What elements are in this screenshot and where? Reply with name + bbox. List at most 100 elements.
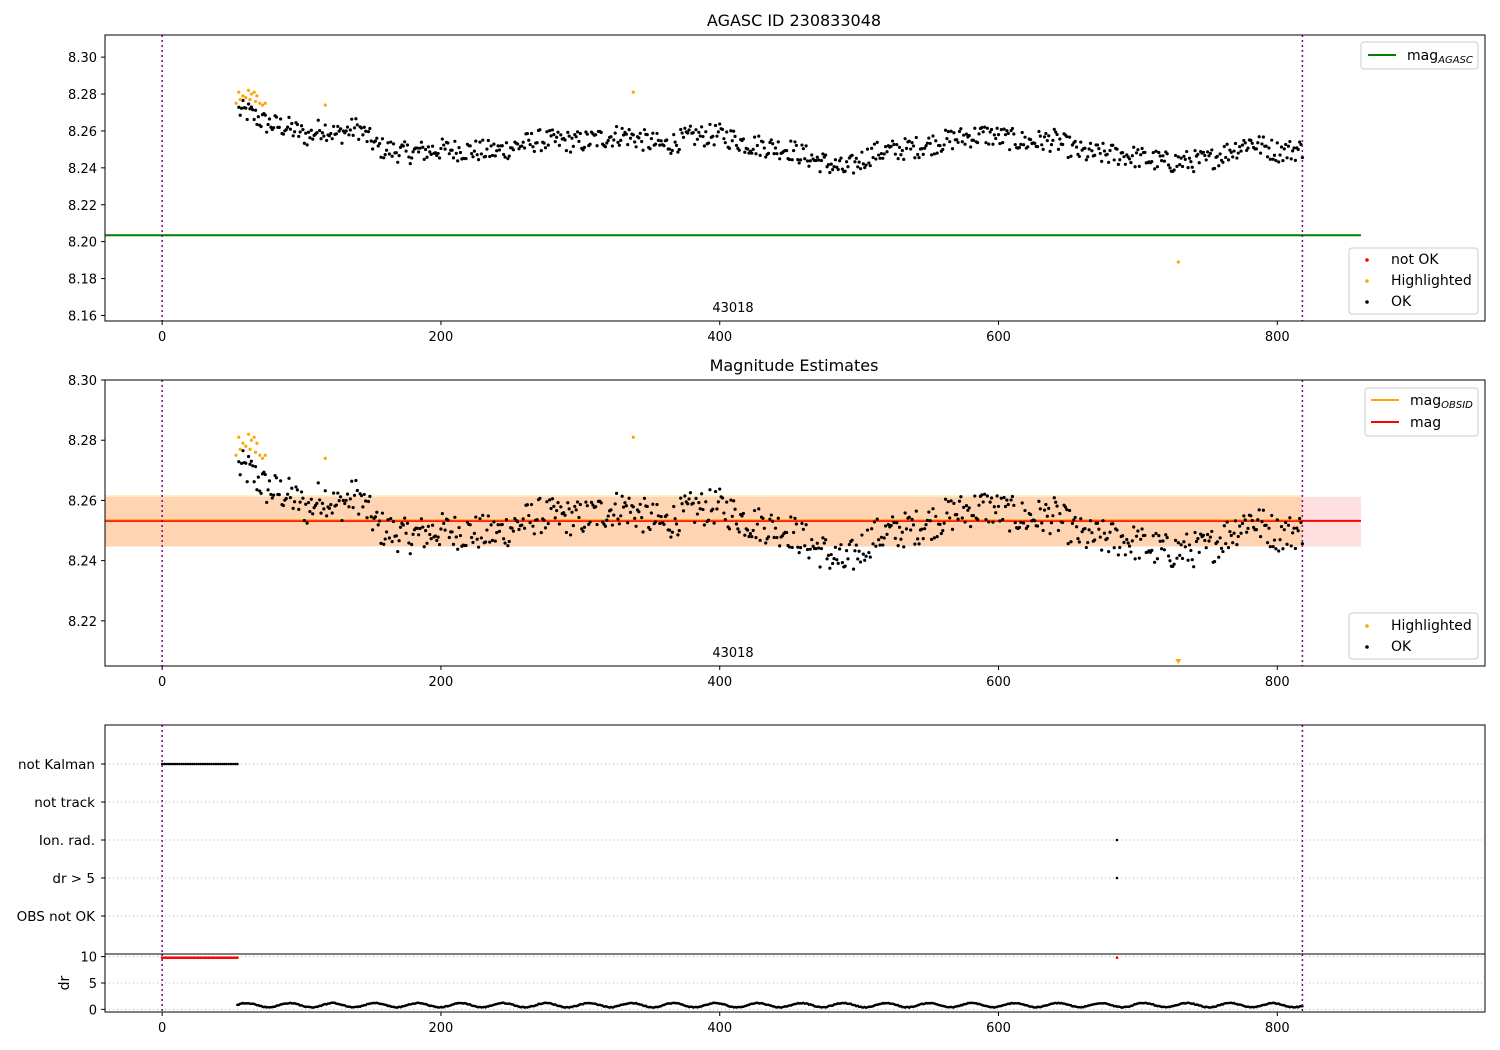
ok-point	[985, 126, 989, 130]
ok-point	[1278, 153, 1282, 157]
ok-point	[315, 501, 319, 505]
flag-point	[178, 762, 181, 766]
ok-point	[517, 527, 521, 532]
ok-point	[1139, 537, 1143, 541]
ok-point	[332, 124, 336, 129]
ok-point	[1137, 556, 1141, 560]
ok-point	[856, 165, 860, 169]
ok-point	[634, 145, 638, 149]
ok-point	[599, 130, 603, 135]
ok-point	[656, 514, 660, 518]
ok-point	[327, 134, 332, 138]
ok-point	[436, 535, 440, 539]
ok-point	[935, 151, 939, 155]
ok-point	[729, 498, 733, 502]
highlighted-point	[248, 97, 252, 102]
ok-point	[928, 519, 932, 523]
ok-point	[683, 126, 687, 130]
ok-point	[633, 140, 637, 144]
ok-point	[394, 534, 398, 538]
ok-point	[1222, 144, 1226, 149]
ok-point	[1272, 538, 1277, 542]
ok-point	[589, 500, 594, 504]
ok-point	[798, 158, 803, 162]
ok-point	[489, 523, 493, 527]
ok-point	[386, 518, 390, 522]
legend-ok-label: OK	[1391, 294, 1412, 310]
ok-point	[1026, 145, 1030, 149]
ok-point	[952, 501, 956, 505]
ok-point	[1068, 135, 1072, 139]
ok-point	[610, 144, 614, 148]
panel4-ytick-label: 0	[89, 1003, 97, 1018]
dr-flagged-point	[228, 956, 232, 959]
ok-point	[881, 156, 885, 160]
ok-point	[1129, 550, 1133, 554]
ok-point	[1095, 143, 1100, 147]
ok-point	[1193, 530, 1197, 535]
ok-point	[1105, 152, 1109, 156]
ok-point	[764, 541, 768, 545]
panel2-ytick-label: 8.24	[68, 555, 97, 570]
ok-point	[836, 561, 840, 565]
flag-point	[221, 762, 224, 766]
ok-point	[404, 531, 408, 535]
ok-point	[327, 506, 332, 510]
ok-point	[949, 499, 953, 503]
dr-flagged-point	[176, 956, 179, 959]
ok-point	[279, 117, 283, 121]
ok-point	[694, 496, 698, 500]
ok-point	[850, 538, 854, 542]
ok-point	[917, 542, 921, 546]
ok-point	[934, 139, 938, 143]
ok-point	[309, 497, 313, 501]
ok-point	[272, 126, 276, 130]
ok-point	[1165, 536, 1169, 540]
ok-point	[309, 128, 313, 132]
ok-point	[658, 521, 662, 526]
ok-point	[1212, 559, 1217, 564]
ok-point	[1093, 153, 1097, 157]
ok-point	[291, 506, 295, 510]
ok-point	[302, 518, 306, 523]
ok-point	[306, 500, 311, 505]
ok-point	[1185, 532, 1189, 536]
ok-point	[347, 505, 351, 509]
ok-point	[895, 143, 899, 147]
flag-point	[190, 762, 194, 766]
flag-point	[160, 762, 164, 766]
ok-point	[366, 499, 371, 504]
ok-point	[807, 164, 811, 168]
ok-point	[252, 117, 256, 122]
panel2-ytick-label: 8.22	[68, 615, 97, 630]
ok-point	[394, 151, 398, 155]
ok-point	[920, 527, 924, 531]
ok-point	[861, 162, 865, 166]
ok-point	[977, 503, 981, 507]
ok-point	[542, 141, 546, 145]
ok-point	[743, 150, 747, 154]
ok-point	[542, 518, 546, 522]
ok-point	[1009, 498, 1013, 502]
ok-point	[578, 502, 582, 507]
ok-point	[868, 164, 872, 168]
ok-point	[882, 536, 886, 540]
ok-point	[1054, 130, 1058, 134]
ok-point	[311, 512, 315, 516]
ok-point	[1279, 145, 1284, 149]
ok-point	[796, 158, 800, 162]
ok-point	[1278, 538, 1282, 542]
ok-point	[489, 144, 493, 148]
ok-point	[620, 494, 624, 498]
ok-point	[479, 152, 483, 156]
dr-flagged-point	[218, 956, 222, 959]
ok-point	[453, 515, 457, 519]
ok-point	[792, 530, 796, 535]
ok-point	[1254, 147, 1258, 151]
ok-point	[1160, 547, 1164, 551]
ok-point	[245, 117, 249, 122]
ok-point	[1112, 546, 1116, 550]
ok-point	[1002, 495, 1006, 500]
legend2-ok-label: OK	[1391, 639, 1412, 655]
ok-point	[1115, 147, 1119, 151]
